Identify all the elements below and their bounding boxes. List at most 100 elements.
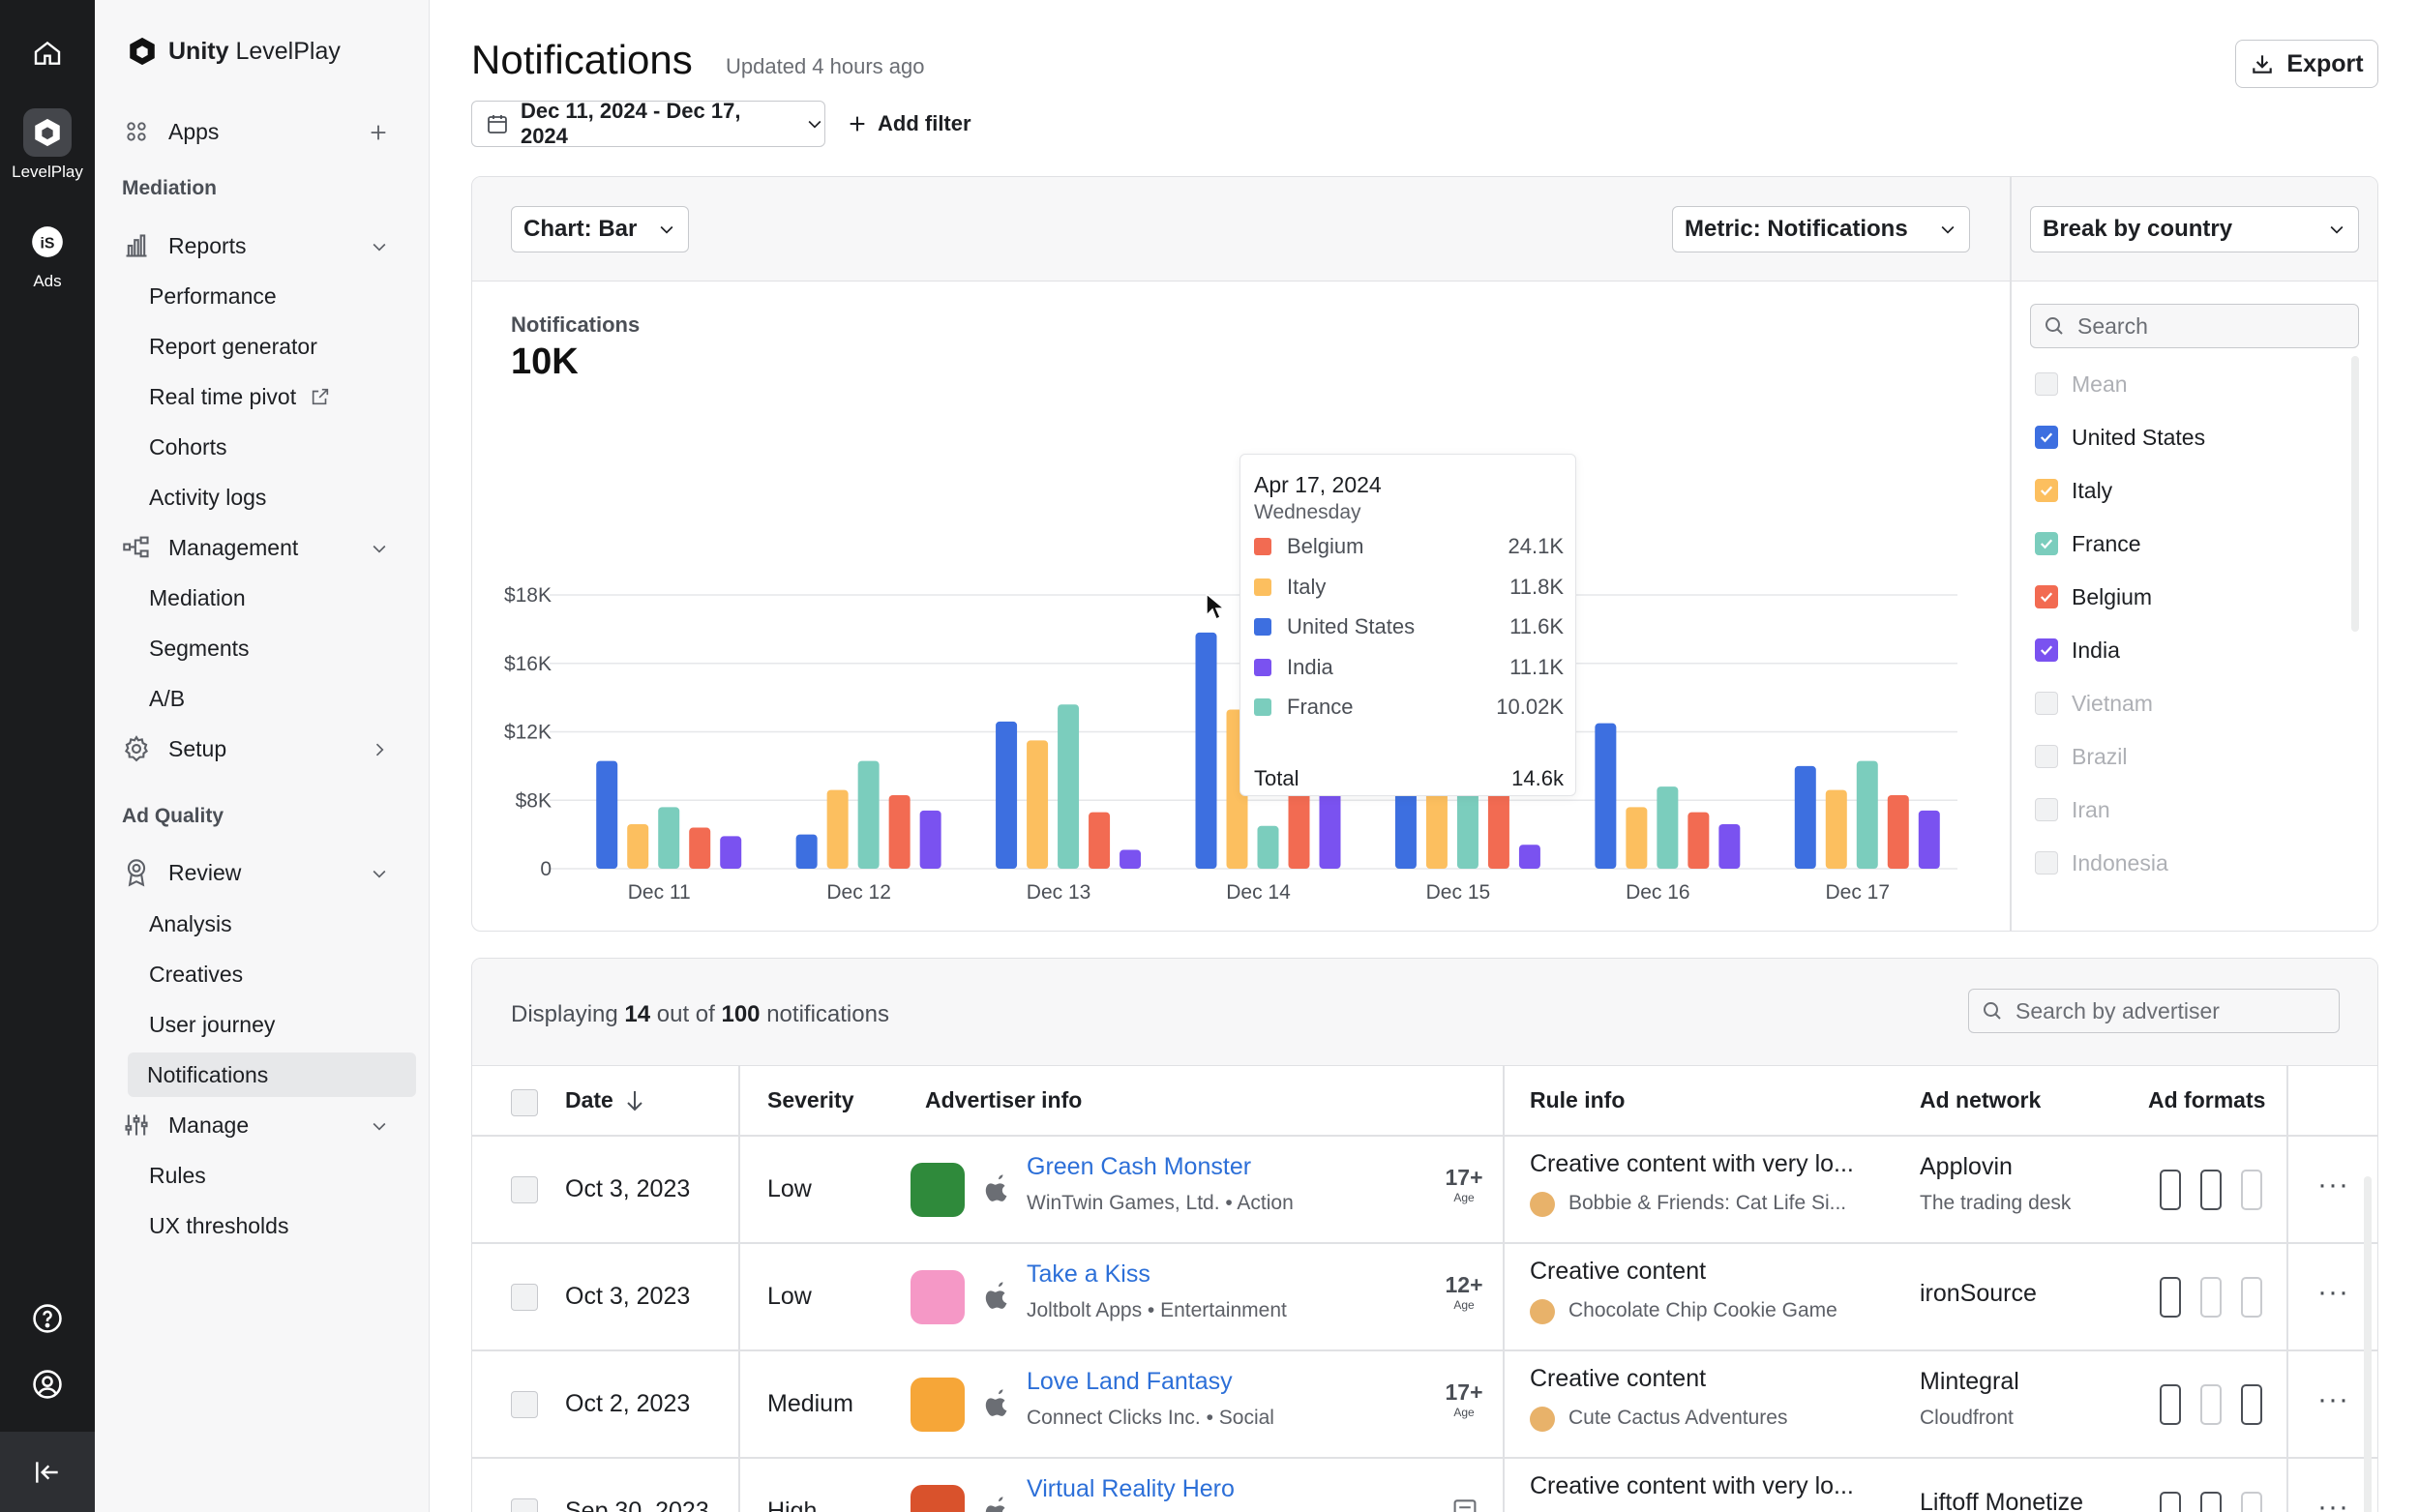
sidebar-item-notifications[interactable]: Notifications — [128, 1052, 416, 1097]
bar-belgium-dec-12[interactable] — [888, 794, 911, 869]
country-checkbox[interactable] — [2035, 745, 2058, 768]
advertiser-app-link[interactable]: Take a Kiss — [1027, 1260, 1150, 1288]
rail-home[interactable] — [0, 29, 95, 77]
brand-logo[interactable]: Unity LevelPlay — [126, 35, 341, 68]
row-checkbox[interactable] — [511, 1175, 538, 1203]
sidebar-item-manage[interactable]: Manage — [122, 1104, 408, 1146]
country-option[interactable]: Iran — [2035, 792, 2110, 827]
country-option[interactable]: United States — [2035, 420, 2205, 455]
country-option[interactable]: Italy — [2035, 473, 2112, 508]
bar-india-dec-16[interactable] — [1718, 824, 1741, 869]
table-row[interactable] — [472, 1243, 2377, 1350]
country-option[interactable]: Belgium — [2035, 579, 2152, 614]
row-checkbox[interactable] — [511, 1390, 538, 1418]
app-icon[interactable] — [911, 1377, 965, 1432]
row-more-button[interactable]: ··· — [2317, 1490, 2349, 1512]
sidebar-item-review[interactable]: Review — [122, 851, 408, 894]
chart-type-select[interactable]: Chart: Bar — [511, 206, 689, 252]
date-range-picker[interactable]: Dec 11, 2024 - Dec 17, 2024 — [471, 99, 825, 148]
advertiser-app-link[interactable]: Virtual Reality Hero — [1027, 1475, 1235, 1502]
app-icon[interactable] — [911, 1162, 965, 1217]
sidebar-item-user-journey[interactable]: User journey — [149, 1011, 276, 1037]
add-filter-button[interactable]: Add filter — [847, 101, 971, 147]
sidebar-item-setup[interactable]: Setup — [122, 727, 408, 770]
column-date[interactable]: Date — [565, 1087, 646, 1113]
country-checkbox[interactable] — [2035, 638, 2058, 662]
row-more-button[interactable]: ··· — [2317, 1382, 2349, 1415]
bar-belgium-dec-11[interactable] — [689, 827, 711, 869]
bar-belgium-dec-17[interactable] — [1887, 794, 1909, 869]
bar-united-states-dec-12[interactable] — [795, 834, 818, 869]
country-search[interactable]: Search — [2030, 304, 2359, 348]
sidebar-item-management[interactable]: Management — [122, 526, 408, 569]
collapse-sidebar-button[interactable] — [0, 1432, 95, 1512]
bar-india-dec-13[interactable] — [1120, 849, 1142, 869]
bar-italy-dec-11[interactable] — [627, 824, 649, 869]
bar-india-dec-12[interactable] — [919, 810, 941, 869]
country-checkbox[interactable] — [2035, 372, 2058, 396]
rail-ads[interactable]: iS Ads — [0, 218, 95, 291]
bar-italy-dec-17[interactable] — [1825, 789, 1847, 869]
country-checkbox[interactable] — [2035, 585, 2058, 608]
country-option[interactable]: France — [2035, 526, 2141, 561]
bar-france-dec-11[interactable] — [658, 807, 680, 869]
column-advertiser-info[interactable]: Advertiser info — [925, 1087, 1083, 1112]
bar-belgium-dec-15[interactable] — [1487, 778, 1509, 869]
sidebar-item-ux-thresholds[interactable]: UX thresholds — [149, 1212, 289, 1238]
country-option[interactable]: Indonesia — [2035, 845, 2168, 880]
sidebar-item-real-time-pivot[interactable]: Real time pivot — [130, 375, 420, 418]
rule-creative[interactable]: Bobbie & Friends: Cat Life Si... — [1568, 1192, 1847, 1214]
row-checkbox[interactable] — [511, 1283, 538, 1311]
rule-creative[interactable]: Chocolate Chip Cookie Game — [1568, 1299, 1837, 1321]
column-ad-formats[interactable]: Ad formats — [2148, 1087, 2266, 1112]
table-row[interactable] — [472, 1350, 2377, 1458]
rule-creative[interactable]: Cute Cactus Adventures — [1568, 1407, 1788, 1429]
advertiser-app-link[interactable]: Green Cash Monster — [1027, 1153, 1252, 1180]
advertiser-search[interactable]: Search by advertiser — [1968, 989, 2340, 1033]
bar-france-dec-14[interactable] — [1257, 825, 1279, 869]
add-app-button[interactable] — [368, 122, 389, 149]
bar-belgium-dec-16[interactable] — [1687, 812, 1710, 869]
help-button[interactable] — [0, 1294, 95, 1343]
bar-united-states-dec-11[interactable] — [596, 760, 618, 869]
sidebar-item-mediation[interactable]: Mediation — [149, 584, 246, 610]
column-ad-network[interactable]: Ad network — [1920, 1087, 2042, 1112]
bar-france-dec-17[interactable] — [1856, 760, 1878, 869]
column-rule-info[interactable]: Rule info — [1530, 1087, 1626, 1112]
bar-france-dec-12[interactable] — [857, 760, 880, 869]
row-more-button[interactable]: ··· — [2317, 1168, 2349, 1201]
sidebar-item-cohorts[interactable]: Cohorts — [149, 433, 227, 460]
country-option[interactable]: India — [2035, 633, 2120, 667]
bar-united-states-dec-13[interactable] — [996, 721, 1018, 869]
sidebar-item-rules[interactable]: Rules — [149, 1162, 206, 1188]
country-list-scrollbar[interactable] — [2351, 356, 2359, 632]
country-checkbox[interactable] — [2035, 426, 2058, 449]
row-checkbox[interactable] — [511, 1497, 538, 1512]
bar-belgium-dec-13[interactable] — [1089, 812, 1111, 869]
bar-france-dec-16[interactable] — [1657, 786, 1679, 869]
sidebar-item-report-generator[interactable]: Report generator — [149, 333, 317, 359]
country-checkbox[interactable] — [2035, 692, 2058, 715]
bar-india-dec-11[interactable] — [720, 836, 742, 869]
country-checkbox[interactable] — [2035, 479, 2058, 502]
country-option[interactable]: Mean — [2035, 367, 2128, 401]
bar-france-dec-13[interactable] — [1058, 704, 1080, 869]
select-all-checkbox[interactable] — [511, 1089, 538, 1116]
country-option[interactable]: Vietnam — [2035, 686, 2153, 721]
app-icon[interactable] — [911, 1484, 965, 1512]
table-scrollbar[interactable] — [2364, 1176, 2372, 1512]
advertiser-app-link[interactable]: Love Land Fantasy — [1027, 1368, 1233, 1395]
bar-united-states-dec-14[interactable] — [1195, 632, 1217, 869]
bar-india-dec-17[interactable] — [1918, 810, 1940, 869]
bar-italy-dec-16[interactable] — [1626, 807, 1648, 869]
country-checkbox[interactable] — [2035, 532, 2058, 555]
sidebar-item-creatives[interactable]: Creatives — [149, 961, 244, 987]
sidebar-item-segments[interactable]: Segments — [149, 635, 250, 661]
sidebar-item-ab[interactable]: A/B — [149, 685, 186, 711]
bar-united-states-dec-17[interactable] — [1794, 765, 1816, 869]
table-row[interactable] — [472, 1136, 2377, 1243]
sidebar-item-performance[interactable]: Performance — [149, 282, 277, 309]
bar-india-dec-15[interactable] — [1518, 845, 1540, 869]
metric-select[interactable]: Metric: Notifications — [1672, 206, 1970, 252]
account-button[interactable] — [0, 1360, 95, 1408]
